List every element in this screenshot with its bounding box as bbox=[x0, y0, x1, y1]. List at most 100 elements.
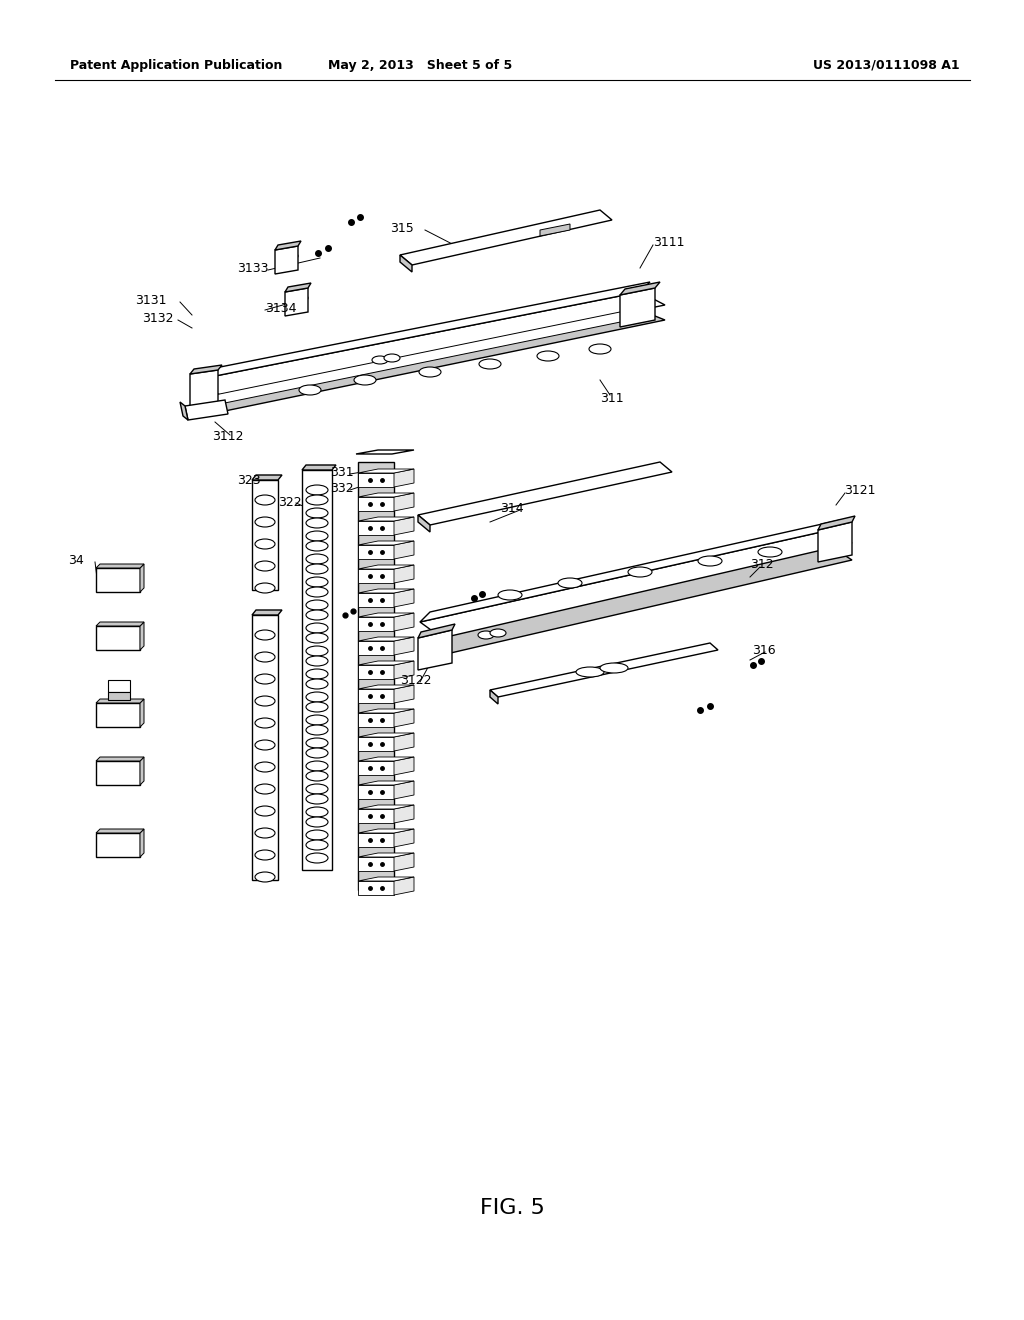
Text: 3132: 3132 bbox=[142, 312, 173, 325]
Polygon shape bbox=[252, 475, 282, 480]
Ellipse shape bbox=[372, 356, 388, 364]
Ellipse shape bbox=[101, 840, 115, 850]
Text: Patent Application Publication: Patent Application Publication bbox=[70, 58, 283, 71]
Polygon shape bbox=[358, 521, 394, 535]
Ellipse shape bbox=[822, 544, 834, 552]
Ellipse shape bbox=[121, 634, 135, 643]
Ellipse shape bbox=[306, 634, 328, 643]
Polygon shape bbox=[358, 685, 414, 689]
Polygon shape bbox=[394, 589, 414, 607]
Ellipse shape bbox=[422, 642, 434, 649]
Polygon shape bbox=[108, 680, 130, 692]
Polygon shape bbox=[358, 853, 414, 857]
Ellipse shape bbox=[101, 634, 115, 643]
Ellipse shape bbox=[194, 389, 206, 399]
Polygon shape bbox=[96, 704, 140, 727]
Polygon shape bbox=[358, 569, 394, 583]
Polygon shape bbox=[195, 310, 665, 412]
Polygon shape bbox=[108, 692, 130, 700]
Ellipse shape bbox=[255, 873, 275, 882]
Polygon shape bbox=[302, 470, 332, 870]
Polygon shape bbox=[358, 762, 394, 775]
Ellipse shape bbox=[422, 652, 434, 660]
Ellipse shape bbox=[306, 645, 328, 656]
Polygon shape bbox=[358, 642, 394, 655]
Ellipse shape bbox=[306, 725, 328, 735]
Polygon shape bbox=[394, 492, 414, 511]
Polygon shape bbox=[394, 565, 414, 583]
Ellipse shape bbox=[306, 692, 328, 702]
Ellipse shape bbox=[306, 610, 328, 620]
Polygon shape bbox=[394, 756, 414, 775]
Polygon shape bbox=[358, 805, 414, 809]
Ellipse shape bbox=[636, 308, 648, 315]
Ellipse shape bbox=[306, 623, 328, 634]
Text: 3112: 3112 bbox=[212, 429, 244, 442]
Polygon shape bbox=[140, 756, 144, 785]
Polygon shape bbox=[358, 689, 394, 704]
Ellipse shape bbox=[434, 649, 446, 657]
Polygon shape bbox=[96, 756, 144, 762]
Polygon shape bbox=[358, 545, 394, 558]
Ellipse shape bbox=[306, 817, 328, 828]
Ellipse shape bbox=[306, 564, 328, 574]
Ellipse shape bbox=[101, 768, 115, 777]
Polygon shape bbox=[358, 880, 394, 895]
Text: FIG. 5: FIG. 5 bbox=[479, 1197, 545, 1218]
Polygon shape bbox=[358, 733, 414, 737]
Text: 34: 34 bbox=[68, 553, 84, 566]
Polygon shape bbox=[358, 462, 394, 890]
Ellipse shape bbox=[255, 850, 275, 861]
Polygon shape bbox=[180, 403, 188, 420]
Ellipse shape bbox=[306, 795, 328, 804]
Text: 3111: 3111 bbox=[653, 235, 684, 248]
Polygon shape bbox=[358, 809, 394, 822]
Polygon shape bbox=[418, 630, 452, 671]
Ellipse shape bbox=[624, 310, 636, 318]
Ellipse shape bbox=[306, 577, 328, 587]
Polygon shape bbox=[358, 541, 414, 545]
Polygon shape bbox=[252, 610, 282, 615]
Polygon shape bbox=[394, 685, 414, 704]
Polygon shape bbox=[394, 829, 414, 847]
Polygon shape bbox=[358, 829, 414, 833]
Ellipse shape bbox=[600, 663, 628, 673]
Ellipse shape bbox=[306, 715, 328, 725]
Polygon shape bbox=[195, 292, 665, 395]
Ellipse shape bbox=[255, 675, 275, 684]
Ellipse shape bbox=[698, 556, 722, 566]
Polygon shape bbox=[252, 615, 278, 880]
Ellipse shape bbox=[306, 702, 328, 711]
Polygon shape bbox=[358, 661, 414, 665]
Polygon shape bbox=[418, 515, 430, 532]
Polygon shape bbox=[358, 589, 414, 593]
Ellipse shape bbox=[255, 652, 275, 663]
Ellipse shape bbox=[419, 367, 441, 378]
Ellipse shape bbox=[296, 294, 308, 302]
Ellipse shape bbox=[255, 828, 275, 838]
Ellipse shape bbox=[278, 253, 289, 261]
Ellipse shape bbox=[498, 590, 522, 601]
Polygon shape bbox=[394, 517, 414, 535]
Polygon shape bbox=[394, 638, 414, 655]
Polygon shape bbox=[418, 624, 455, 638]
Polygon shape bbox=[185, 400, 228, 420]
Ellipse shape bbox=[306, 678, 328, 689]
Ellipse shape bbox=[121, 768, 135, 777]
Polygon shape bbox=[358, 473, 394, 487]
Text: 316: 316 bbox=[752, 644, 775, 656]
Ellipse shape bbox=[434, 640, 446, 648]
Text: 3131: 3131 bbox=[135, 293, 167, 306]
Polygon shape bbox=[275, 246, 298, 275]
Polygon shape bbox=[358, 492, 414, 498]
Polygon shape bbox=[190, 370, 218, 412]
Ellipse shape bbox=[255, 561, 275, 572]
Polygon shape bbox=[356, 450, 414, 454]
Ellipse shape bbox=[306, 541, 328, 550]
Polygon shape bbox=[96, 833, 140, 857]
Polygon shape bbox=[400, 255, 412, 272]
Text: 3121: 3121 bbox=[844, 483, 876, 496]
Ellipse shape bbox=[306, 495, 328, 506]
Polygon shape bbox=[96, 829, 144, 833]
Ellipse shape bbox=[306, 748, 328, 758]
